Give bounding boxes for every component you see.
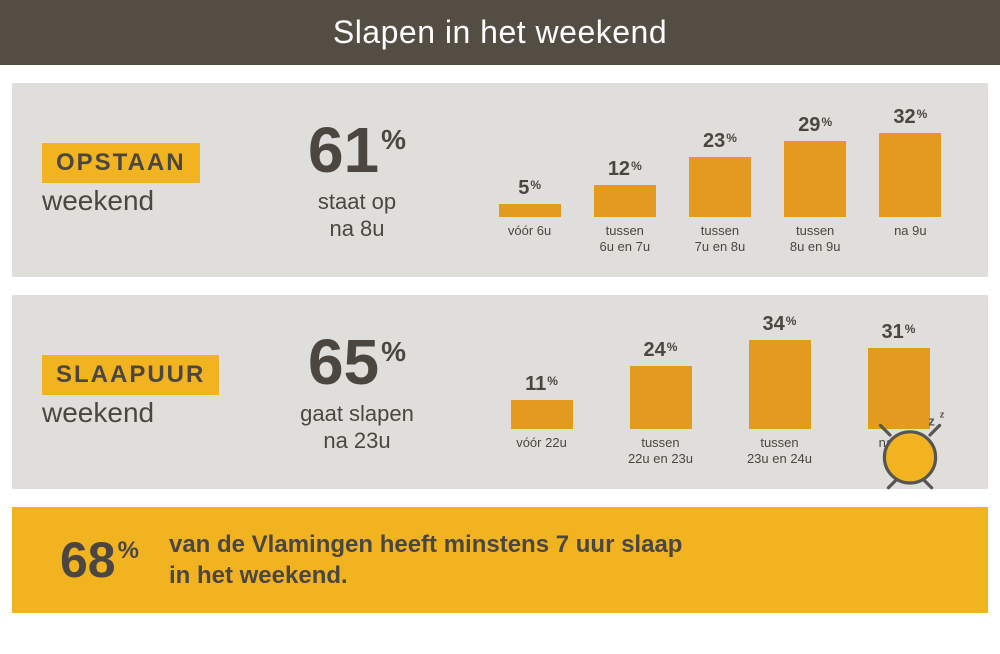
bar-column: 11% vóór 22u — [496, 373, 588, 467]
svg-text:z: z — [940, 411, 945, 420]
bar-rect — [594, 185, 656, 217]
bar-value: 34% — [763, 313, 797, 336]
badge-sub: weekend — [42, 185, 242, 217]
bar-label: na 9u — [894, 223, 927, 255]
bar-column: 29% tussen8u en 9u — [769, 114, 861, 255]
page-title: Slapen in het weekend — [0, 0, 1000, 65]
svg-text:z: z — [928, 413, 934, 428]
percent-sign: % — [381, 124, 406, 155]
panel-opstaan: OPSTAAN weekend 61% staat op na 8u 5% vóó… — [12, 83, 988, 277]
bar-column: 12% tussen6u en 7u — [579, 158, 671, 255]
bar-rect — [784, 141, 846, 217]
bar-chart-opstaan: 5% vóór 6u 12% tussen6u en 7u 23% tussen7u en… — [472, 105, 958, 255]
footer-banner: 68% van de Vlamingen heeft minstens 7 uu… — [12, 507, 988, 613]
stat-value: 65 — [308, 330, 379, 394]
bar-label: tussen6u en 7u — [599, 223, 650, 255]
panel-label-block: SLAAPUUR weekend — [42, 355, 242, 429]
headline-stat: 65% gaat slapen na 23u — [242, 330, 472, 455]
bar-rect — [749, 340, 811, 429]
bar-label: tussen22u en 23u — [628, 435, 693, 467]
alarm-clock-icon: z z — [874, 411, 954, 491]
bar-value: 31% — [882, 321, 916, 344]
footer-text: van de Vlamingen heeft minstens 7 uur sl… — [169, 529, 682, 591]
bar-label: tussen7u en 8u — [695, 223, 746, 255]
bar-column: 34% tussen23u en 24u — [734, 313, 826, 467]
bar-rect — [630, 366, 692, 429]
bar-column: 23% tussen7u en 8u — [674, 130, 766, 255]
bar-label: vóór 6u — [508, 223, 551, 255]
stat-text: staat op na 8u — [242, 188, 472, 243]
bar-value: 5% — [518, 177, 541, 200]
bar-label: tussen23u en 24u — [747, 435, 812, 467]
panel-label-block: OPSTAAN weekend — [42, 143, 242, 217]
bar-value: 24% — [644, 339, 678, 362]
bar-rect — [511, 400, 573, 429]
badge-sub: weekend — [42, 397, 242, 429]
bar-value: 29% — [798, 114, 832, 137]
badge-opstaan: OPSTAAN — [42, 143, 200, 183]
stat-value: 61 — [308, 118, 379, 182]
bar-value: 11% — [525, 373, 558, 396]
panel-slaapuur: SLAAPUUR weekend 65% gaat slapen na 23u … — [12, 295, 988, 489]
bar-label: tussen8u en 9u — [790, 223, 841, 255]
bar-rect — [879, 133, 941, 217]
stat-text: gaat slapen na 23u — [242, 400, 472, 455]
bar-value: 12% — [608, 158, 642, 181]
bar-column: 5% vóór 6u — [484, 177, 576, 255]
percent-sign: % — [381, 336, 406, 367]
bar-value: 32% — [893, 106, 927, 129]
bar-column: 24% tussen22u en 23u — [615, 339, 707, 467]
bar-value: 23% — [703, 130, 737, 153]
bar-rect — [499, 204, 561, 217]
bar-rect — [689, 157, 751, 217]
footer-stat: 68% — [60, 531, 139, 589]
bar-column: 32% na 9u — [864, 106, 956, 255]
bar-label: vóór 22u — [516, 435, 567, 467]
badge-slaapuur: SLAAPUUR — [42, 355, 219, 395]
headline-stat: 61% staat op na 8u — [242, 118, 472, 243]
